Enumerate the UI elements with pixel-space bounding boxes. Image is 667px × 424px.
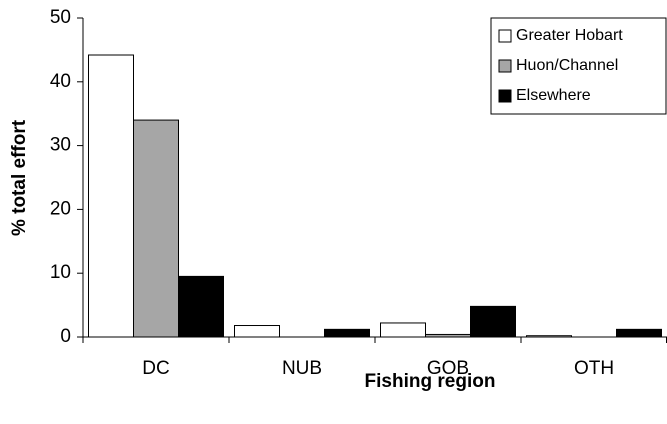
x-tick-label: OTH <box>574 358 614 379</box>
y-tick-label: 0 <box>60 326 71 347</box>
x-tick-label: DC <box>142 358 169 379</box>
legend-swatch <box>498 59 512 73</box>
bar <box>133 119 179 338</box>
bar <box>425 333 471 338</box>
x-axis-title: Fishing region <box>365 371 496 392</box>
legend-label: Elsewhere <box>516 87 591 104</box>
bar <box>234 325 280 338</box>
y-tick-label: 40 <box>50 71 71 92</box>
legend-box <box>490 17 667 115</box>
y-tick-label: 30 <box>50 135 71 156</box>
y-axis-title: % total effort <box>9 119 30 236</box>
legend-swatch <box>498 89 512 103</box>
legend-swatch <box>498 29 512 43</box>
bar <box>526 335 572 338</box>
bar <box>616 328 662 338</box>
bar <box>470 305 516 338</box>
bar <box>380 322 426 338</box>
legend-label: Greater Hobart <box>516 27 623 44</box>
legend-label: Huon/Channel <box>516 57 618 74</box>
bar <box>88 54 134 338</box>
y-tick-label: 50 <box>50 7 71 28</box>
x-tick-label: GOB <box>427 358 469 379</box>
y-tick-label: 10 <box>50 262 71 283</box>
bar <box>324 328 370 338</box>
y-tick-label: 20 <box>50 198 71 219</box>
x-tick-label: NUB <box>282 358 322 379</box>
bar <box>178 275 224 338</box>
